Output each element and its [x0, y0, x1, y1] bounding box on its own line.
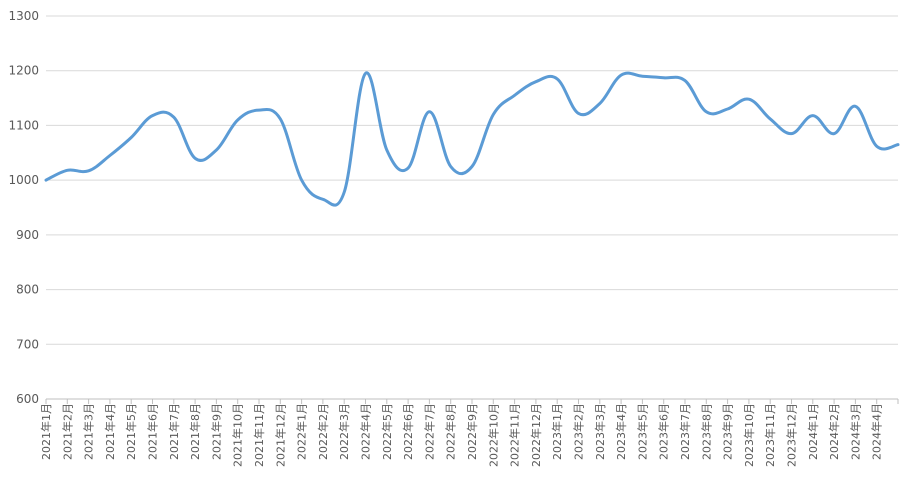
data-point: [449, 165, 452, 168]
x-tick-label: 2024年3月: [848, 403, 862, 460]
x-tick-label: 2023年9月: [721, 403, 735, 460]
data-point: [769, 117, 772, 120]
y-tick-label: 1200: [8, 64, 39, 78]
x-tick-label: 2024年2月: [827, 403, 841, 460]
y-tick-label: 600: [16, 392, 39, 406]
x-tick-label: 2023年3月: [593, 403, 607, 460]
data-point: [66, 169, 69, 172]
data-point: [151, 114, 154, 117]
data-point: [321, 198, 324, 201]
y-tick-label: 1300: [8, 9, 39, 23]
data-point: [513, 94, 516, 97]
data-point: [705, 110, 708, 113]
x-tick-label: 2021年9月: [209, 403, 223, 460]
data-point: [471, 165, 474, 168]
gridlines: [46, 15, 898, 345]
data-point: [747, 98, 750, 101]
data-point: [279, 117, 282, 120]
x-tick-label: 2022年6月: [401, 403, 415, 460]
data-point: [130, 136, 133, 139]
data-point: [598, 102, 601, 105]
data-point: [620, 74, 623, 77]
data-point: [811, 114, 814, 117]
x-tick-label: 2022年2月: [316, 403, 330, 460]
x-tick-label: 2022年1月: [295, 403, 309, 460]
data-point: [854, 105, 857, 108]
data-point: [343, 191, 346, 194]
x-tick-label: 2022年9月: [465, 403, 479, 460]
data-point: [875, 145, 878, 148]
y-tick-label: 800: [16, 283, 39, 297]
x-tick-label: 2024年1月: [806, 403, 820, 460]
data-point: [492, 113, 495, 116]
x-tick-label: 2021年12月: [273, 403, 287, 467]
data-point: [108, 154, 111, 157]
data-point: [577, 112, 580, 115]
y-tick-label: 1100: [8, 118, 39, 132]
x-tick-label: 2022年4月: [359, 403, 373, 460]
x-tick-label: 2021年1月: [39, 403, 53, 460]
x-tick-label: 2023年2月: [572, 403, 586, 460]
x-tick-label: 2021年10月: [231, 403, 245, 467]
x-tick-label: 2021年7月: [167, 403, 181, 460]
x-tick-label: 2023年8月: [699, 403, 713, 460]
x-tick-label: 2021年5月: [124, 403, 138, 460]
data-point: [641, 75, 644, 78]
series-line-0: [44, 71, 900, 207]
x-tick-label: 2023年7月: [678, 403, 692, 460]
x-tick-label: 2021年3月: [82, 403, 96, 460]
x-tick-label: 2021年8月: [188, 403, 202, 460]
y-tick-label: 1000: [8, 173, 39, 187]
data-point: [236, 118, 239, 121]
x-tick-label: 2022年11月: [508, 403, 522, 467]
x-tick-label: 2023年12月: [785, 403, 799, 467]
x-tick-label: 2023年11月: [763, 403, 777, 467]
data-point: [385, 149, 388, 152]
data-point: [726, 108, 729, 111]
y-axis: 600 700 800 900 1000 1100 1200 1300: [8, 9, 39, 406]
y-tick-label: 700: [16, 337, 39, 351]
data-point: [300, 179, 303, 182]
data-point: [556, 77, 559, 80]
x-tick-label: 2022年7月: [422, 403, 436, 460]
data-point: [87, 169, 90, 172]
x-tick-label: 2022年3月: [337, 403, 351, 460]
data-point: [194, 157, 197, 160]
x-tick-label: 2022年5月: [380, 403, 394, 460]
y-tick-label: 900: [16, 228, 39, 242]
data-point: [45, 179, 48, 182]
data-point: [833, 132, 836, 135]
data-point: [662, 76, 665, 79]
plot-area: [44, 71, 900, 207]
data-point: [258, 109, 261, 112]
x-tick-label: 2023年10月: [742, 403, 756, 467]
x-tick-label: 2023年4月: [614, 403, 628, 460]
data-point: [428, 110, 431, 113]
data-point: [534, 80, 537, 83]
x-tick-label: 2021年6月: [146, 403, 160, 460]
data-point: [790, 132, 793, 135]
data-point: [364, 72, 367, 75]
x-tick-label: 2021年11月: [252, 403, 266, 467]
x-tick-label: 2022年12月: [529, 403, 543, 467]
data-point: [215, 149, 218, 152]
x-tick-label: 2022年8月: [444, 403, 458, 460]
x-tick-label: 2023年5月: [635, 403, 649, 460]
data-point: [684, 79, 687, 82]
data-point: [172, 116, 175, 119]
x-tick-label: 2024年4月: [870, 403, 884, 460]
x-tick-label: 2022年10月: [486, 403, 500, 467]
x-tick-label: 2023年6月: [657, 403, 671, 460]
x-tick-label: 2023年1月: [550, 403, 564, 460]
data-point: [407, 167, 410, 170]
x-tick-label: 2021年4月: [103, 403, 117, 460]
x-axis: 2021年1月 2021年2月 2021年3月 2021年4月 2021年5月 2021年…: [39, 398, 899, 467]
x-tick-label: 2021年2月: [60, 403, 74, 460]
